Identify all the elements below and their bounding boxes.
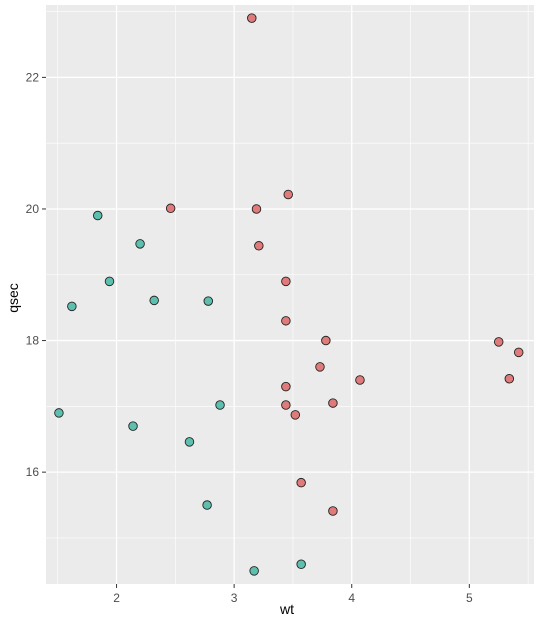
y-axis-title: qsec: [5, 283, 21, 313]
data-point: [165, 203, 176, 214]
y-axis-ticks: 16 18 20 22: [26, 70, 46, 479]
data-point: [247, 13, 257, 23]
y-tick-label: 18: [26, 334, 40, 348]
data-points: [54, 13, 524, 576]
data-point: [513, 347, 524, 358]
y-tick-label: 20: [26, 202, 40, 216]
x-tick-label: 3: [231, 591, 238, 605]
x-tick-label: 5: [466, 591, 473, 605]
data-point: [202, 500, 212, 510]
data-point: [149, 295, 159, 306]
data-point: [283, 189, 293, 200]
data-point: [281, 276, 291, 287]
data-point: [281, 316, 291, 326]
data-point: [203, 296, 214, 306]
data-point: [254, 241, 264, 251]
data-point: [328, 398, 338, 408]
data-point: [67, 301, 77, 312]
data-point: [184, 437, 195, 447]
x-axis-title: wt: [279, 601, 294, 617]
data-point: [104, 276, 115, 287]
data-point: [281, 381, 291, 392]
data-point: [328, 506, 338, 516]
data-point: [249, 566, 259, 576]
x-tick-label: 2: [113, 591, 120, 605]
data-point: [251, 204, 262, 214]
minor-gridlines: [46, 5, 534, 584]
data-point: [321, 335, 331, 346]
data-point: [215, 400, 225, 410]
data-point: [493, 337, 504, 347]
data-point: [281, 400, 291, 410]
data-point: [296, 477, 306, 488]
data-point: [355, 375, 365, 385]
plot-panel: [46, 5, 534, 584]
data-point: [290, 410, 301, 420]
data-point: [128, 421, 138, 431]
data-point: [92, 210, 103, 221]
major-gridlines: [46, 5, 534, 584]
data-point: [315, 362, 325, 372]
x-axis-ticks: 2 3 4 5: [113, 584, 473, 605]
x-tick-label: 4: [348, 591, 355, 605]
y-tick-label: 22: [26, 70, 40, 84]
data-point: [296, 559, 306, 570]
y-tick-label: 16: [26, 465, 40, 479]
data-point: [54, 408, 64, 418]
data-point: [135, 239, 145, 249]
data-point: [504, 373, 515, 384]
